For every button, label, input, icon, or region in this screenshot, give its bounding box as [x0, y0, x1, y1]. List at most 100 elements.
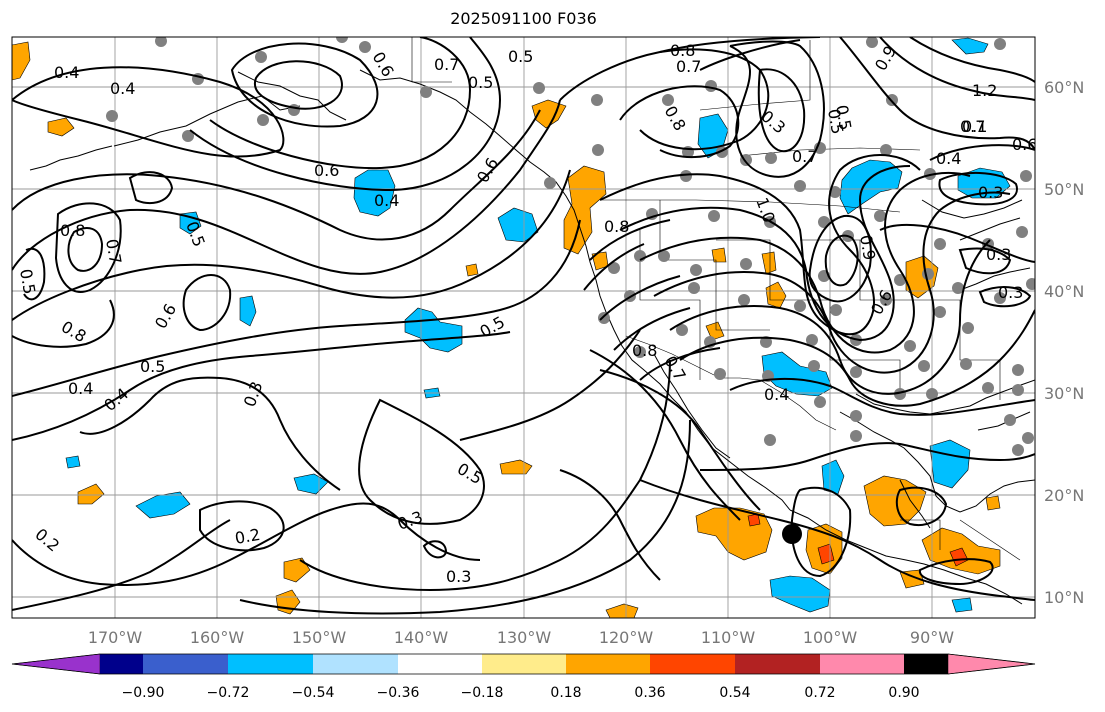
contour-label: 0.3	[978, 183, 1003, 202]
contour-label: 0.4	[110, 79, 135, 98]
shade-cyan	[65, 455, 81, 469]
coastlines	[29, 69, 1035, 605]
contour-label: 0.3	[986, 245, 1011, 264]
shade-cyan	[951, 597, 973, 613]
colorbar-segment	[650, 654, 735, 674]
latitude-label: 20°N	[1044, 486, 1084, 505]
shade-orange	[705, 321, 725, 341]
latitude-label: 10°N	[1044, 588, 1084, 607]
colorbar-segment	[313, 654, 398, 674]
shade-orange	[47, 117, 75, 137]
latitude-axis: 60°N 50°N 40°N 30°N 20°N 10°N	[1044, 78, 1084, 607]
colorbar-segment	[904, 654, 948, 674]
map-panel: 0.4 0.4 0.6 0.7 0.5 0.5 0.8 0.7 1.2 0.6 …	[11, 36, 1037, 619]
shade-cyan	[179, 211, 202, 235]
longitude-label: 90°W	[910, 628, 954, 647]
contour-label: 0.3	[446, 567, 471, 586]
colorbar-tick-label: −0.36	[377, 685, 420, 701]
longitude-label: 150°W	[292, 628, 347, 647]
latitude-label: 40°N	[1044, 282, 1084, 301]
colorbar-segment	[100, 654, 143, 674]
longitude-axis: 170°W 160°W 150°W 140°W 130°W 120°W 110°…	[88, 628, 954, 647]
contour-label: 0.7	[102, 237, 125, 265]
colorbar-tick-label: 0.54	[719, 685, 750, 701]
colorbar-segment	[820, 654, 904, 674]
contour-label: 0.4	[936, 149, 961, 168]
shade-orange	[77, 483, 105, 505]
contour-label: 0.7	[434, 55, 459, 74]
colorbar-low-extend	[11, 653, 101, 675]
contour-label: 0.4	[374, 191, 399, 210]
shade-cyan	[353, 169, 396, 217]
contour-label: 0.5	[508, 47, 533, 66]
shade-red	[747, 513, 761, 527]
contour-label: 0.5	[468, 73, 493, 92]
colorbar-outline	[11, 653, 1036, 675]
shade-cyan	[951, 37, 989, 55]
shade-orange	[465, 263, 479, 277]
contour-label: 0.4	[764, 385, 789, 404]
shade-cyan	[135, 491, 191, 519]
contour-label: 0.7	[676, 57, 701, 76]
latitude-label: 50°N	[1044, 180, 1084, 199]
shade-orange	[985, 495, 1001, 511]
longitude-label: 110°W	[701, 628, 756, 647]
shade-cyan	[293, 473, 329, 495]
colorbar-segment	[398, 654, 482, 674]
storm-center-marker	[782, 524, 802, 544]
contour-label: 0.1	[962, 117, 987, 136]
contour-label: 0.7	[960, 117, 985, 136]
colorbar-tick-label: 0.72	[804, 685, 835, 701]
colorbar-segment	[482, 654, 566, 674]
contour-label: 0.6	[314, 161, 339, 180]
shade-orange	[765, 281, 787, 309]
contour-label: 0.5	[16, 267, 39, 295]
longitude-label: 100°W	[803, 628, 858, 647]
latitude-label: 30°N	[1044, 384, 1084, 403]
longitude-label: 170°W	[88, 628, 143, 647]
colorbar: −0.90 −0.72 −0.54 −0.36 −0.18 0.18 0.36 …	[11, 653, 1036, 701]
colorbar-tick-label: 0.36	[634, 685, 665, 701]
contour-label: 0.4	[68, 379, 93, 398]
shade-orange	[563, 165, 607, 255]
shade-orange	[12, 41, 31, 81]
longitude-label: 130°W	[497, 628, 552, 647]
contour-label: 0.5	[824, 107, 847, 135]
colorbar-tick-label: −0.18	[461, 685, 504, 701]
contour-label: 0.7	[792, 147, 817, 166]
colorbar-tick-label: −0.54	[292, 685, 335, 701]
contour-label: 0.5	[832, 103, 855, 131]
contour-label: 0.6	[1012, 135, 1037, 154]
contour-label: 0.8	[60, 221, 85, 240]
map-title: 2025091100 F036	[450, 9, 597, 28]
map-frame	[11, 36, 1036, 619]
latitude-label: 60°N	[1044, 78, 1084, 97]
contour-label: 0.2	[233, 525, 261, 548]
longitude-label: 120°W	[599, 628, 654, 647]
contour-lines	[12, 37, 1035, 615]
colorbar-tick-label: −0.90	[122, 685, 165, 701]
shade-cyan	[821, 459, 845, 495]
shade-orange	[605, 603, 639, 618]
colorbar-segment	[566, 654, 650, 674]
contour-label: 0.9	[856, 233, 879, 261]
shade-cyan	[239, 295, 257, 327]
longitude-label: 160°W	[190, 628, 245, 647]
colorbar-segment	[143, 654, 228, 674]
colorbar-tick-label: 0.90	[888, 685, 919, 701]
shade-cyan	[769, 575, 831, 613]
colorbar-segment	[228, 654, 313, 674]
contour-label: 0.3	[998, 283, 1023, 302]
contour-label: 0.8	[632, 341, 657, 360]
contour-label: 0.5	[140, 357, 165, 376]
shade-orange	[283, 557, 311, 583]
longitude-label: 140°W	[394, 628, 449, 647]
colorbar-tick-label: 0.18	[550, 685, 581, 701]
colorbar-tick-label: −0.72	[207, 685, 250, 701]
contour-label: 0.4	[54, 63, 79, 82]
shade-cyan	[839, 159, 903, 215]
shade-cyan	[404, 307, 463, 353]
shade-cyan	[497, 207, 539, 243]
contour-label: 1.2	[972, 81, 997, 100]
